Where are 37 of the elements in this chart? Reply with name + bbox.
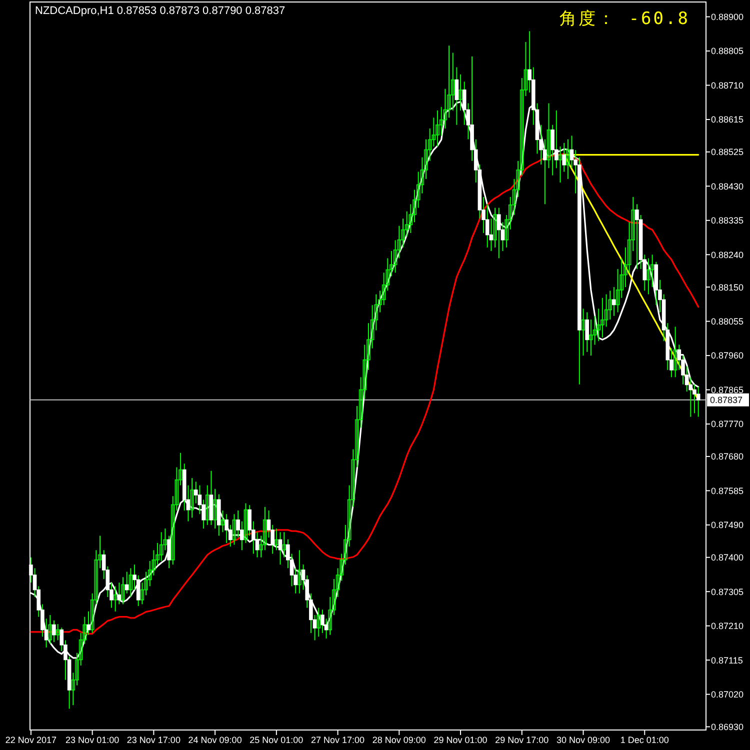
y-tick-label: 0.88150 xyxy=(711,282,744,292)
x-tick-label: 29 Nov 17:00 xyxy=(495,735,549,745)
y-tick-label: 0.88900 xyxy=(711,12,744,22)
x-tick-label: 23 Nov 17:00 xyxy=(126,735,180,745)
y-tick-label: 0.87210 xyxy=(711,621,744,632)
y-tick-label: 0.87020 xyxy=(711,690,744,700)
y-tick-label: 0.87865 xyxy=(711,384,744,395)
y-tick-label: 0.88615 xyxy=(711,114,744,125)
annotation: 角度： -60.8 xyxy=(560,9,690,29)
x-tick-label: 27 Nov 17:00 xyxy=(311,735,365,745)
x-tick-label: 1 Dec 01:00 xyxy=(620,735,669,745)
y-tick-label: 0.87960 xyxy=(711,350,744,361)
y-tick-label: 0.88710 xyxy=(711,80,744,90)
y-tick-label: 0.87400 xyxy=(711,552,744,563)
x-tick-label: 24 Nov 09:00 xyxy=(188,735,242,745)
ref-label: 0.87837 xyxy=(707,393,749,406)
x-tick-label: 25 Nov 01:00 xyxy=(250,735,304,745)
y-tick-label: 0.87490 xyxy=(711,520,744,530)
chart-title: NZDCADpro,H1 0.87853 0.87873 0.87790 0.87837 xyxy=(35,5,286,17)
y-tick-label: 0.88430 xyxy=(711,181,744,192)
y-tick-label: 0.86930 xyxy=(711,722,744,732)
y-tick-label: 0.88240 xyxy=(711,250,744,260)
x-tick-label: 28 Nov 09:00 xyxy=(372,735,426,745)
y-tick-label: 0.87770 xyxy=(711,419,744,430)
y-tick-label: 0.87585 xyxy=(711,486,744,496)
x-tick-label: 23 Nov 01:00 xyxy=(66,735,120,745)
y-tick-label: 0.87305 xyxy=(711,586,744,597)
x-tick-label: 22 Nov 2017 xyxy=(5,735,56,745)
ref-line-label: 0.87837 xyxy=(710,395,743,406)
y-tick-label: 0.87115 xyxy=(711,655,743,666)
x-tick-label: 29 Nov 01:00 xyxy=(434,735,488,745)
y-tick-label: 0.87680 xyxy=(711,452,744,462)
y-tick-label: 0.88055 xyxy=(711,316,744,327)
y-tick-label: 0.88335 xyxy=(711,216,744,226)
y-tick-label: 0.88805 xyxy=(711,46,744,56)
x-tick-label: 30 Nov 09:00 xyxy=(556,735,610,745)
y-tick-label: 0.88525 xyxy=(711,147,744,158)
